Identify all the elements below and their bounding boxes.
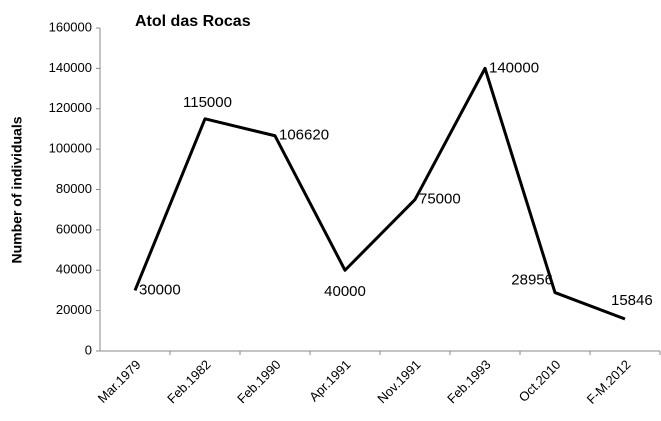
data-label: 28956 [511, 272, 553, 289]
data-label: 75000 [419, 191, 461, 208]
y-tick-label: 20000 [56, 302, 92, 317]
x-tick-label: Feb.1982 [164, 357, 213, 406]
chart-title: Atol das Rocas [135, 13, 251, 30]
data-label: 106620 [279, 127, 329, 144]
x-tick-label: Apr.1991 [306, 357, 353, 404]
data-label: 40000 [324, 283, 366, 300]
y-tick-label: 80000 [56, 181, 92, 196]
y-tick-label: 0 [85, 342, 92, 357]
x-tick-label: Mar.1979 [95, 357, 144, 406]
data-label: 115000 [183, 94, 232, 111]
y-tick-label: 100000 [49, 141, 92, 156]
y-tick-label: 40000 [56, 262, 92, 277]
data-label: 140000 [489, 59, 539, 76]
y-tick-label: 60000 [56, 221, 92, 236]
x-tick-label: F-M.2012 [584, 357, 634, 407]
x-tick-label: Feb.1993 [444, 357, 493, 406]
data-label: 30000 [139, 281, 181, 298]
line-series [133, 66, 626, 321]
y-tick-label: 160000 [49, 19, 92, 34]
y-axis-label: Number of individuals [9, 116, 25, 263]
data-label: 15846 [611, 292, 653, 309]
x-tick-label: Nov.1991 [374, 357, 423, 406]
y-tick-label: 140000 [49, 60, 92, 75]
x-tick-label: Feb.1990 [234, 357, 283, 406]
x-tick-label: Oct.2010 [516, 357, 564, 405]
y-tick-label: 120000 [49, 100, 92, 115]
